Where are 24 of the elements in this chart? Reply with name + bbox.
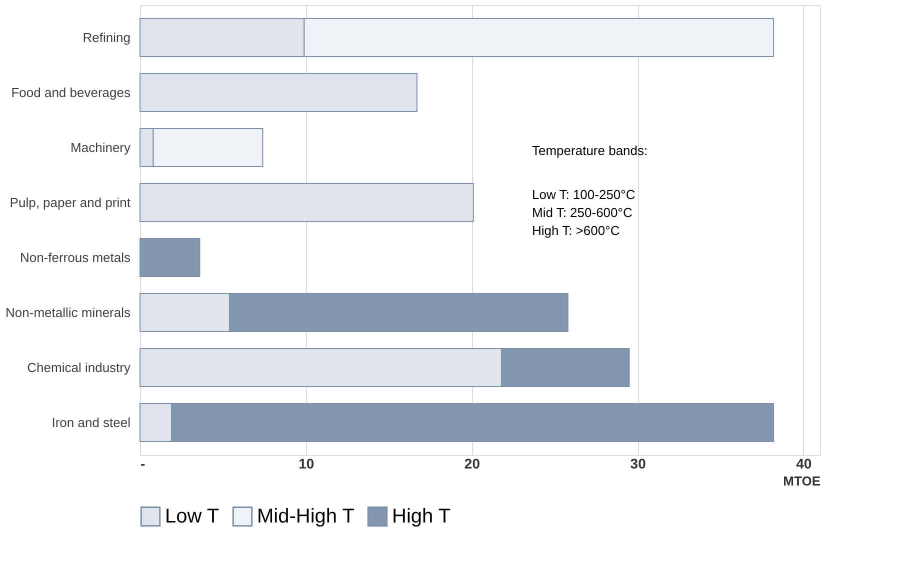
y-tick-label: Iron and steel: [52, 415, 131, 430]
annotation: Temperature bands:: [532, 143, 648, 158]
y-tick-label: Food and beverages: [11, 85, 131, 100]
y-tick-label: Refining: [82, 30, 130, 45]
y-tick-label: Non-ferrous metals: [20, 250, 131, 265]
x-tick-label: -: [140, 456, 146, 472]
bar: [140, 73, 418, 112]
annotation: Mid T: 250-600°C: [532, 205, 632, 220]
y-tick-label: Machinery: [70, 140, 131, 155]
y-tick-label: Non-metallic minerals: [6, 305, 131, 320]
x-tick-label: 10: [298, 456, 314, 472]
legend-label: Mid-High T: [257, 506, 354, 528]
x-tick-label: 40: [796, 456, 812, 472]
y-tick-label: Pulp, paper and print: [10, 195, 131, 210]
y-tick-label: Chemical industry: [27, 360, 131, 375]
legend-label: High T: [392, 506, 451, 528]
legend-label: Low T: [165, 506, 220, 528]
x-tick-label: 30: [630, 456, 646, 472]
bar: [140, 238, 200, 277]
x-tick-label: 20: [464, 456, 480, 472]
annotation: Low T: 100-250°C: [532, 187, 636, 202]
annotation: High T: >600°C: [532, 223, 620, 238]
bar: [140, 183, 474, 222]
x-axis-title: MTOE: [783, 474, 821, 488]
